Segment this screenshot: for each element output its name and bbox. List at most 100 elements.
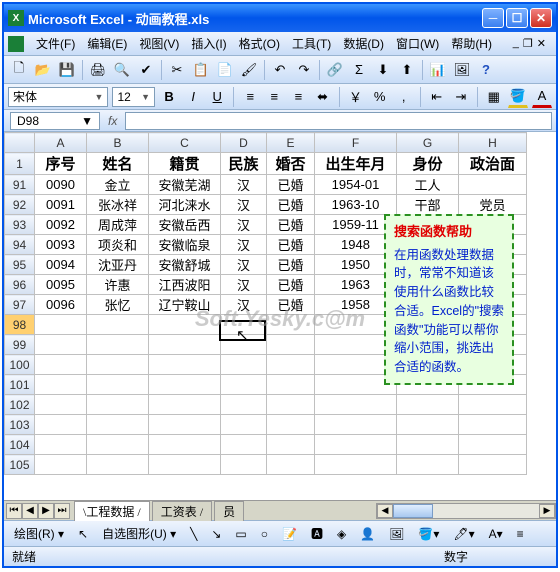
data-cell[interactable]: 安徽岳西: [149, 215, 221, 235]
formula-input[interactable]: [125, 112, 552, 130]
bold-button[interactable]: B: [159, 86, 179, 108]
textbox-button[interactable]: 📝: [278, 525, 301, 543]
data-cell[interactable]: 已婚: [267, 235, 315, 255]
empty-cell[interactable]: [397, 455, 459, 475]
column-header[interactable]: E: [267, 133, 315, 153]
empty-cell[interactable]: [87, 415, 149, 435]
empty-cell[interactable]: [267, 375, 315, 395]
empty-cell[interactable]: [149, 315, 221, 335]
merge-button[interactable]: ⬌: [312, 86, 332, 108]
tab-first-button[interactable]: ⏮: [6, 503, 22, 519]
data-cell[interactable]: [459, 175, 527, 195]
line-style-button[interactable]: ≡: [513, 525, 528, 543]
empty-cell[interactable]: [87, 395, 149, 415]
data-cell[interactable]: 1954-01: [315, 175, 397, 195]
row-header[interactable]: 98: [5, 315, 35, 335]
data-cell[interactable]: 辽宁鞍山: [149, 295, 221, 315]
tab-next-button[interactable]: ▶: [38, 503, 54, 519]
line-button[interactable]: ╲: [186, 525, 201, 543]
menu-item[interactable]: 编辑(E): [81, 35, 133, 53]
format-painter-button[interactable]: 🖌: [238, 59, 260, 81]
data-cell[interactable]: 汉: [221, 295, 267, 315]
empty-cell[interactable]: [315, 415, 397, 435]
empty-cell[interactable]: [267, 355, 315, 375]
sum-button[interactable]: Σ: [348, 59, 370, 81]
data-cell[interactable]: 已婚: [267, 255, 315, 275]
column-header[interactable]: C: [149, 133, 221, 153]
data-cell[interactable]: 0096: [35, 295, 87, 315]
menu-item[interactable]: 视图(V): [133, 35, 185, 53]
empty-cell[interactable]: [459, 415, 527, 435]
comma-button[interactable]: ,: [394, 86, 414, 108]
data-cell[interactable]: 汉: [221, 195, 267, 215]
italic-button[interactable]: I: [183, 86, 203, 108]
clipart-button[interactable]: 👤: [356, 525, 379, 543]
help-button[interactable]: ?: [475, 59, 497, 81]
empty-cell[interactable]: [315, 395, 397, 415]
data-cell[interactable]: 许惠: [87, 275, 149, 295]
menu-item[interactable]: 工具(T): [286, 35, 337, 53]
fx-icon[interactable]: fx: [108, 114, 117, 128]
horizontal-scrollbar[interactable]: ◀▶: [376, 503, 556, 519]
undo-button[interactable]: ↶: [269, 59, 291, 81]
header-cell[interactable]: 出生年月: [315, 153, 397, 175]
data-cell[interactable]: 已婚: [267, 175, 315, 195]
data-cell[interactable]: 江西波阳: [149, 275, 221, 295]
header-cell[interactable]: 婚否: [267, 153, 315, 175]
data-cell[interactable]: 工人: [397, 175, 459, 195]
redo-button[interactable]: ↷: [293, 59, 315, 81]
data-cell[interactable]: 0092: [35, 215, 87, 235]
currency-button[interactable]: ￥: [345, 86, 365, 108]
empty-cell[interactable]: [149, 335, 221, 355]
data-cell[interactable]: 汉: [221, 275, 267, 295]
empty-cell[interactable]: [267, 435, 315, 455]
data-cell[interactable]: 0090: [35, 175, 87, 195]
empty-cell[interactable]: [315, 455, 397, 475]
data-cell[interactable]: 党员: [459, 195, 527, 215]
data-cell[interactable]: 1963-10: [315, 195, 397, 215]
empty-cell[interactable]: [87, 455, 149, 475]
autoshapes-menu[interactable]: 自选图形(U) ▾: [98, 523, 180, 544]
empty-cell[interactable]: [149, 455, 221, 475]
menu-item[interactable]: 文件(F): [30, 35, 81, 53]
sort-asc-button[interactable]: ⬇: [372, 59, 394, 81]
menu-item[interactable]: 窗口(W): [390, 35, 445, 53]
column-header[interactable]: D: [221, 133, 267, 153]
sheet-tab-inactive[interactable]: 工资表 /: [152, 501, 212, 521]
header-cell[interactable]: 政治面: [459, 153, 527, 175]
empty-cell[interactable]: [87, 375, 149, 395]
menu-item[interactable]: 数据(D): [337, 35, 390, 53]
arrow-button[interactable]: ↘: [207, 525, 225, 543]
data-cell[interactable]: 0093: [35, 235, 87, 255]
empty-cell[interactable]: [397, 435, 459, 455]
minimize-button[interactable]: ─: [482, 8, 504, 28]
empty-cell[interactable]: [267, 395, 315, 415]
empty-cell[interactable]: [267, 455, 315, 475]
row-header[interactable]: 99: [5, 335, 35, 355]
empty-cell[interactable]: [87, 335, 149, 355]
font-color-button[interactable]: A: [532, 86, 552, 108]
sort-desc-button[interactable]: ⬆: [396, 59, 418, 81]
data-cell[interactable]: 汉: [221, 255, 267, 275]
empty-cell[interactable]: [35, 335, 87, 355]
empty-cell[interactable]: [221, 395, 267, 415]
empty-cell[interactable]: [459, 455, 527, 475]
data-cell[interactable]: 干部: [397, 195, 459, 215]
link-button[interactable]: 🔗: [324, 59, 346, 81]
row-header[interactable]: 92: [5, 195, 35, 215]
empty-cell[interactable]: [459, 395, 527, 415]
empty-cell[interactable]: [315, 435, 397, 455]
column-header[interactable]: B: [87, 133, 149, 153]
row-header[interactable]: 102: [5, 395, 35, 415]
open-button[interactable]: 📂: [32, 59, 54, 81]
fill-color-button[interactable]: 🪣: [508, 86, 528, 108]
data-cell[interactable]: 0094: [35, 255, 87, 275]
data-cell[interactable]: 汉: [221, 215, 267, 235]
data-cell[interactable]: 汉: [221, 235, 267, 255]
new-button[interactable]: 🗋: [8, 59, 30, 81]
data-cell[interactable]: 金立: [87, 175, 149, 195]
save-button[interactable]: 💾: [56, 59, 78, 81]
data-cell[interactable]: 张冰祥: [87, 195, 149, 215]
font-size-combo[interactable]: 12▼: [112, 87, 155, 107]
data-cell[interactable]: 已婚: [267, 295, 315, 315]
